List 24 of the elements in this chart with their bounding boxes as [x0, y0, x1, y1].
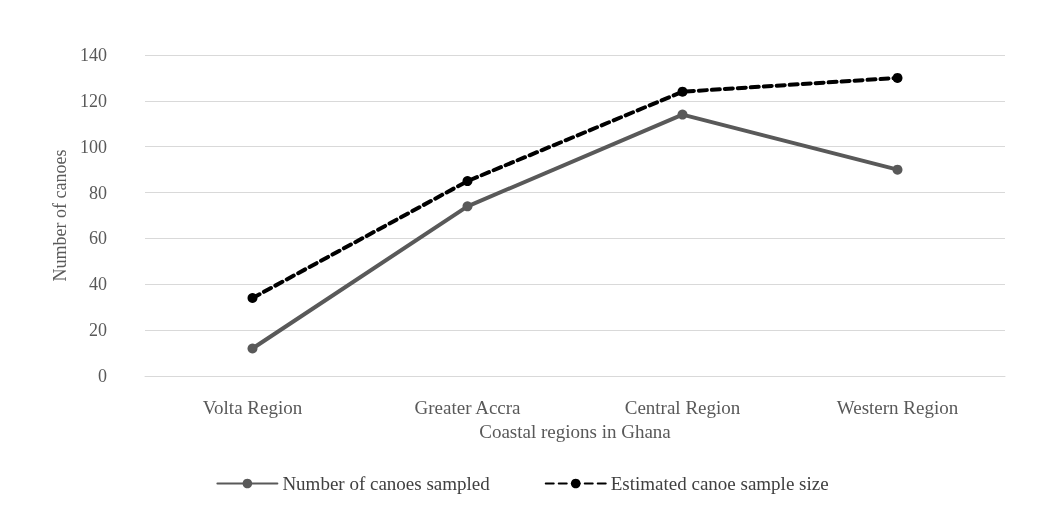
point [247, 343, 258, 354]
y-tick-label: 120 [80, 90, 107, 111]
x-tick-label: Western Region [836, 397, 959, 418]
y-tick-label: 100 [80, 136, 107, 157]
y-tick-label: 20 [89, 320, 107, 341]
legend-label: Number of canoes sampled [282, 473, 491, 494]
y-tick-label: 60 [89, 228, 107, 249]
point [462, 201, 473, 212]
y-tick-label: 0 [98, 366, 107, 386]
y-tick-label: 140 [80, 45, 107, 65]
point [892, 72, 903, 83]
x-axis-title: Coastal regions in Ghana [479, 420, 672, 442]
point [677, 109, 688, 120]
legend-label: Estimated canoe sample size [610, 473, 829, 494]
x-tick-label: Greater Accra [414, 397, 522, 418]
y-tick-label: 80 [89, 182, 107, 203]
point [892, 164, 903, 175]
y-tick-label: 40 [89, 274, 107, 295]
point [462, 176, 473, 187]
y-axis-title: Number of canoes [50, 149, 71, 282]
point [247, 293, 258, 304]
x-tick-label: Central Region [624, 397, 741, 418]
x-tick-label: Volta Region [202, 397, 303, 418]
point [677, 86, 688, 97]
